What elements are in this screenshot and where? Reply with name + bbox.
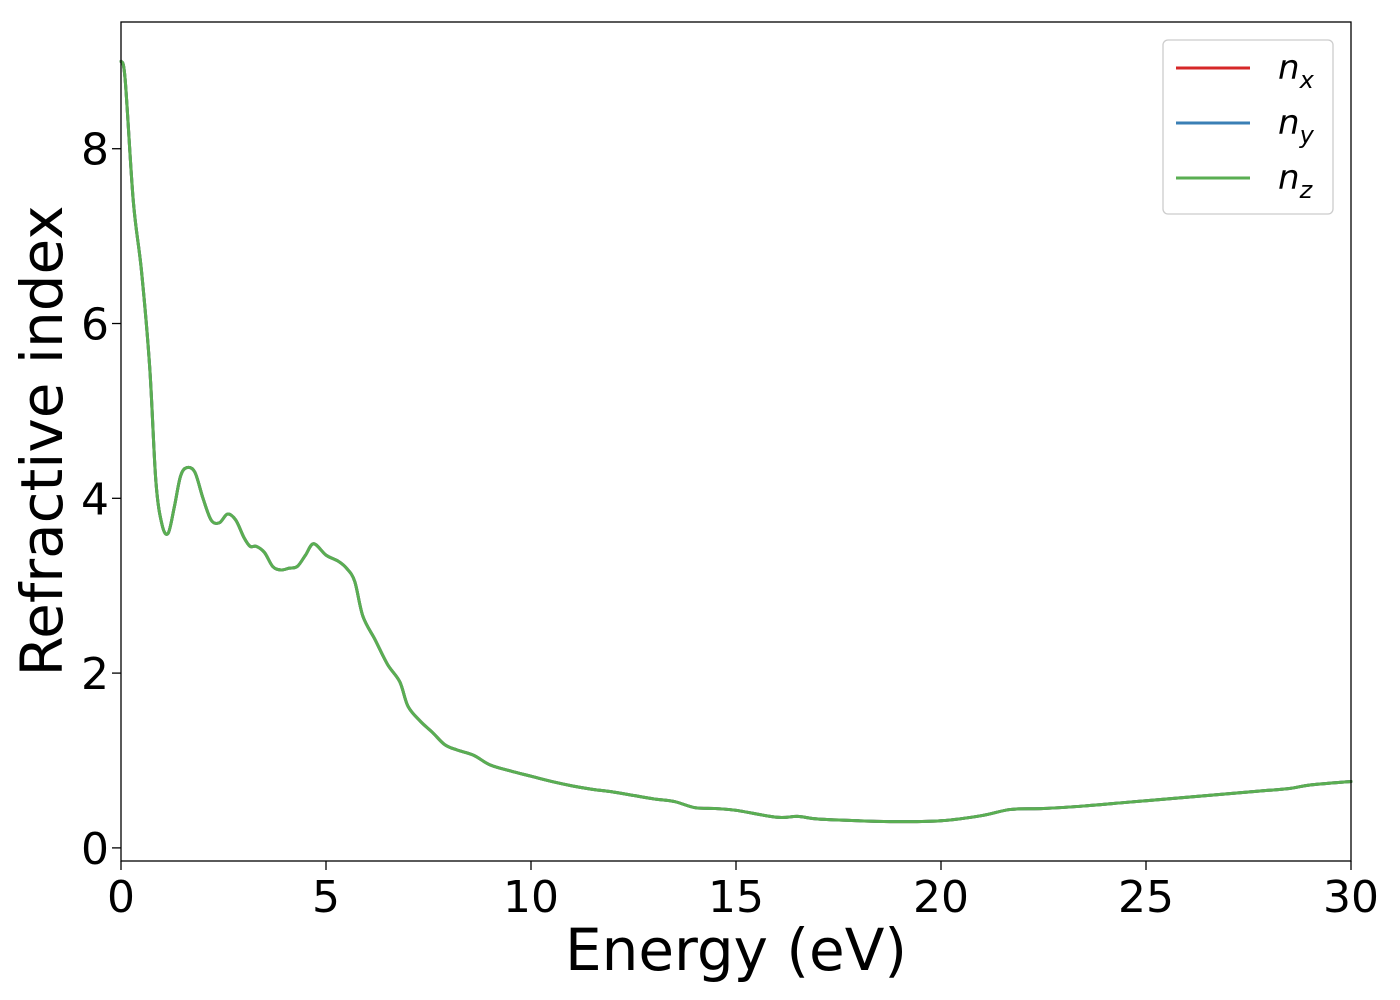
x-tick-label: 15 <box>708 872 764 923</box>
legend-label: nx <box>1278 48 1315 94</box>
x-axis-label: Energy (eV) <box>565 916 907 984</box>
legend-label: nz <box>1278 158 1314 204</box>
y-tick-label: 0 <box>81 824 109 875</box>
x-tick-label: 5 <box>312 872 340 923</box>
y-axis-label: Refractive index <box>8 205 76 676</box>
y-tick-label: 2 <box>81 649 109 700</box>
legend: nx ny nz <box>1162 39 1334 215</box>
y-axis-ticks: 0 2 4 6 8 <box>81 125 121 875</box>
y-tick-label: 6 <box>81 300 109 351</box>
x-tick-label: 25 <box>1118 872 1174 923</box>
x-tick-label: 10 <box>503 872 559 923</box>
x-tick-label: 20 <box>913 872 969 923</box>
x-axis-ticks: 0 5 10 15 20 25 30 <box>107 861 1379 923</box>
series-layer <box>119 59 1353 824</box>
y-tick-label: 4 <box>81 474 109 525</box>
legend-box <box>1162 39 1334 215</box>
x-tick-label: 0 <box>107 872 135 923</box>
series-line-n-z <box>119 59 1353 824</box>
legend-label: ny <box>1278 103 1315 149</box>
y-tick-label: 8 <box>81 125 109 176</box>
x-tick-label: 30 <box>1323 872 1379 923</box>
